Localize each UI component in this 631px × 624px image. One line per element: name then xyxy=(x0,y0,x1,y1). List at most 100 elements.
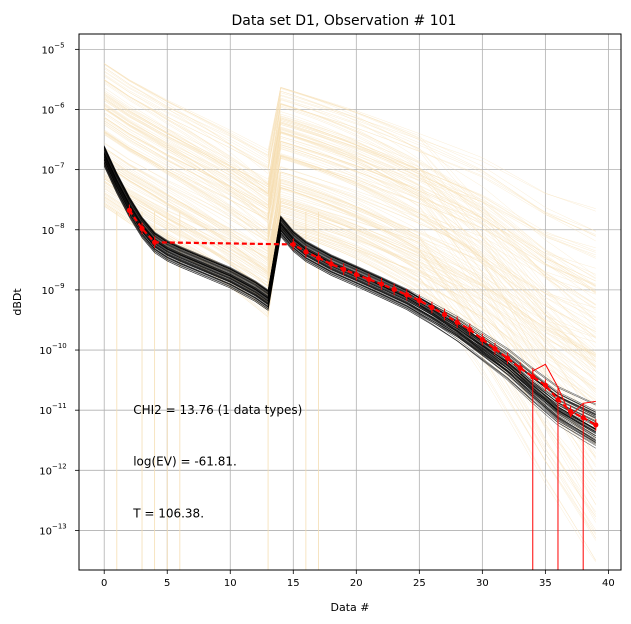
observed-point xyxy=(315,255,322,261)
x-tick-label: 20 xyxy=(350,578,363,589)
posterior-curve xyxy=(103,145,596,405)
posterior-curve xyxy=(103,145,596,431)
annotation-text: CHI2 = 13.76 (1 data types) xyxy=(133,403,302,417)
prior-curve xyxy=(104,80,596,294)
prior-curve xyxy=(104,75,596,361)
prior-curve xyxy=(104,67,596,277)
prior-curve xyxy=(104,149,596,319)
prior-curve xyxy=(104,124,596,396)
prior-curve xyxy=(104,185,597,513)
posterior-curve xyxy=(103,156,596,430)
prior-curve xyxy=(104,105,596,253)
prior-curve xyxy=(104,99,597,457)
prior-curve xyxy=(104,117,596,275)
observed-point xyxy=(126,207,133,213)
prior-curve xyxy=(104,147,596,358)
prior-curve xyxy=(104,163,596,407)
x-tick-label: 15 xyxy=(287,578,300,589)
prior-curve xyxy=(104,181,596,422)
posterior-curve xyxy=(103,162,596,431)
annotations: CHI2 = 13.76 (1 data types) log(EV) = -61… xyxy=(132,403,302,521)
prior-curve xyxy=(104,143,596,290)
posterior-realizations xyxy=(103,145,596,449)
x-axis-title: Data # xyxy=(331,601,370,614)
observed-point xyxy=(378,281,385,287)
posterior-curve xyxy=(103,164,596,430)
prior-curve xyxy=(104,108,596,306)
prior-curve xyxy=(104,104,597,428)
prior-curve xyxy=(104,108,596,294)
x-tick-label: 5 xyxy=(164,578,170,589)
prior-curve xyxy=(104,134,596,354)
prior-curve xyxy=(104,163,596,421)
x-tick-label: 40 xyxy=(602,578,615,589)
posterior-curve xyxy=(103,163,596,432)
x-axis: 0 5 10 15 20 25 30 35 40 xyxy=(101,570,615,589)
prior-curve xyxy=(104,147,596,324)
prior-curve xyxy=(104,92,596,280)
plot-frame xyxy=(78,33,622,571)
annotation-text: T = 106.38. xyxy=(132,507,204,521)
prior-curve xyxy=(104,118,596,393)
prior-curve xyxy=(104,176,596,444)
prior-curve xyxy=(104,81,596,322)
prior-curve xyxy=(104,66,596,329)
prior-curve xyxy=(104,63,596,212)
prior-curve xyxy=(104,142,596,337)
prior-curve xyxy=(104,163,597,518)
x-tick-label: 30 xyxy=(476,578,489,589)
x-tick-label: 35 xyxy=(539,578,552,589)
prior-curve xyxy=(104,89,596,301)
prior-curve xyxy=(104,161,596,367)
y-tick-label: 10−13 xyxy=(39,522,67,537)
observed-point xyxy=(152,239,158,245)
observed-point xyxy=(441,311,448,318)
prior-curve xyxy=(104,192,596,356)
prior-curve xyxy=(104,184,597,539)
prior-curve xyxy=(104,196,596,386)
observed-point xyxy=(391,286,397,292)
y-tick-label: 10−5 xyxy=(41,41,64,56)
prior-curve xyxy=(104,83,597,454)
prior-curve xyxy=(104,98,596,252)
observed-line xyxy=(128,209,597,426)
prior-curve xyxy=(104,175,596,390)
prior-curve xyxy=(104,93,597,419)
observed-point xyxy=(366,276,372,282)
prior-curve xyxy=(104,98,596,311)
prior-curve xyxy=(104,100,596,382)
prior-curve xyxy=(104,79,596,235)
observed-point xyxy=(504,355,511,361)
prior-curve xyxy=(104,112,596,305)
prior-curve xyxy=(104,158,596,360)
prior-curve xyxy=(104,100,596,368)
prior-curve xyxy=(104,79,596,292)
observed-point xyxy=(454,319,460,325)
y-tick-label: 10−8 xyxy=(41,222,64,237)
y-tick-label: 10−6 xyxy=(41,101,65,116)
prior-curve xyxy=(104,195,596,389)
posterior-curve xyxy=(103,150,596,438)
prior-curve xyxy=(104,190,596,488)
x-tick-label: 10 xyxy=(224,578,237,589)
grid xyxy=(79,34,621,570)
observed-point xyxy=(139,225,145,232)
prior-curve xyxy=(104,186,596,398)
prior-curve xyxy=(104,117,596,282)
prior-curve xyxy=(104,178,597,531)
prior-curve xyxy=(104,192,596,338)
observed-point xyxy=(492,346,498,352)
prior-curve xyxy=(104,174,596,438)
observed-data xyxy=(126,204,599,570)
posterior-curve xyxy=(103,147,596,411)
prior-curve xyxy=(104,63,596,242)
y-axis: 10−13 10−12 10−11 10−10 10−9 10−8 10−7 10−6 10−5 xyxy=(39,41,79,537)
y-tick-label: 10−9 xyxy=(41,282,64,297)
observed-point xyxy=(593,422,599,428)
posterior-curve xyxy=(103,146,596,435)
prior-realizations xyxy=(104,63,597,570)
observed-point xyxy=(479,336,485,343)
observed-point xyxy=(404,292,410,298)
observed-point xyxy=(542,382,548,388)
